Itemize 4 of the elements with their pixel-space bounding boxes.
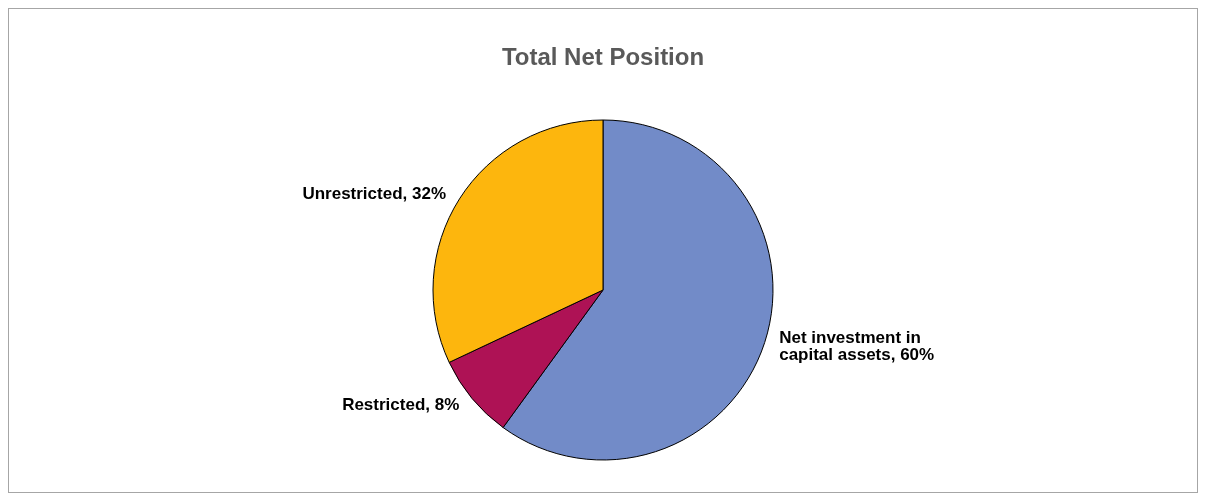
slice-label: Net investment in capital assets, 60% [779, 327, 935, 364]
chart-title: Total Net Position [501, 42, 705, 70]
slice-label: Restricted, 8% [342, 395, 460, 415]
slice-label: Unrestricted, 32% [302, 184, 447, 204]
